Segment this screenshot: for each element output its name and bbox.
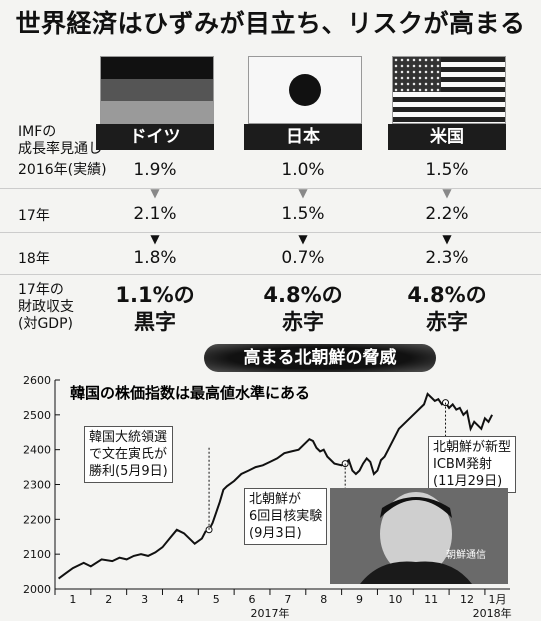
kospi-series-line xyxy=(58,392,493,580)
x-tick-label: 5 xyxy=(213,593,220,606)
row-label-imf: IMFの 成長率見通し xyxy=(18,124,102,157)
x-tick-label: 4 xyxy=(177,593,184,606)
x-tick-label: 10 xyxy=(388,593,402,606)
y-tick-label: 2100 xyxy=(23,548,51,561)
x-tick-label: 7 xyxy=(284,593,291,606)
japan-2017-value: 1.5% xyxy=(281,204,325,224)
year-label-2017: 2017年 xyxy=(250,606,289,620)
annotation-icbm-launch: 北朝鮮が新型 ICBM発射 (11月29日) xyxy=(428,436,517,493)
usa-2018-value: 2.3% xyxy=(425,248,469,268)
x-tick-label: 6 xyxy=(249,593,256,606)
germany-flag-icon xyxy=(100,56,214,124)
event-marker xyxy=(442,399,450,407)
leader-photo xyxy=(330,488,508,584)
annotation-korea-election: 韓国大統領選 で文在寅氏が 勝利(5月9日) xyxy=(84,426,173,483)
x-tick-label: 9 xyxy=(356,593,363,606)
japan-2018-value: 0.7% xyxy=(281,248,325,268)
usa-flag-icon xyxy=(392,56,506,124)
chart-title: 韓国の株価指数は最高値水準にある xyxy=(70,384,310,402)
arrow-down-icon: ▼ xyxy=(150,232,160,246)
y-tick-label: 2600 xyxy=(23,374,51,387)
japan-flag-icon xyxy=(248,56,362,124)
country-header-usa: 米国 xyxy=(388,124,506,150)
row-label-2016: 2016年(実績) xyxy=(18,162,107,178)
headline: 世界経済はひずみが目立ち、リスクが高まる xyxy=(15,9,526,38)
x-tick-label: 1月 xyxy=(488,593,506,606)
usa-fiscal-kind: 赤字 xyxy=(426,310,468,334)
arrow-down-icon: ▼ xyxy=(150,186,160,200)
y-tick-label: 2300 xyxy=(23,479,51,492)
kospi-line-chart: 韓国の株価指数は最高値水準にある 2000 2100 2200 2300 2400 250… xyxy=(23,374,512,620)
year-label-2018: 2018年 xyxy=(473,606,512,620)
germany-2016-value: 1.9% xyxy=(133,160,177,180)
japan-fiscal-value: 4.8%の xyxy=(263,283,343,307)
x-tick-label: 3 xyxy=(141,593,148,606)
y-tick-label: 2000 xyxy=(23,583,51,596)
annotation-nuclear-test: 北朝鮮が 6回目核実験 (9月3日) xyxy=(244,488,328,545)
germany-fiscal-kind: 黒字 xyxy=(134,310,176,334)
y-tick-label: 2200 xyxy=(23,513,51,526)
y-tick-label: 2500 xyxy=(23,409,51,422)
x-tick-label: 2 xyxy=(105,593,112,606)
country-header-japan: 日本 xyxy=(244,124,362,150)
germany-fiscal-value: 1.1%の xyxy=(115,283,195,307)
arrow-down-icon: ▼ xyxy=(298,232,308,246)
x-tick-label: 8 xyxy=(320,593,327,606)
photo-credit: 朝鮮通信 xyxy=(446,550,486,561)
usa-fiscal-value: 4.8%の xyxy=(407,283,487,307)
x-tick-label: 11 xyxy=(424,593,438,606)
row-label-2018: 18年 xyxy=(18,251,50,267)
usa-2017-value: 2.2% xyxy=(425,204,469,224)
country-header-germany: ドイツ xyxy=(96,124,214,150)
germany-2018-value: 1.8% xyxy=(133,248,177,268)
row-label-2017: 17年 xyxy=(18,208,50,224)
y-tick-label: 2400 xyxy=(23,444,51,457)
row-label-fiscal: 17年の 財政収支 (対GDP) xyxy=(18,282,74,332)
japan-fiscal-kind: 赤字 xyxy=(282,310,324,334)
threat-banner: 高まる北朝鮮の脅威 xyxy=(204,344,436,372)
arrow-down-icon: ▼ xyxy=(298,186,308,200)
x-tick-label: 12 xyxy=(460,593,474,606)
usa-2016-value: 1.5% xyxy=(425,160,469,180)
x-tick-label: 1 xyxy=(69,593,76,606)
germany-2017-value: 2.1% xyxy=(133,204,177,224)
japan-2016-value: 1.0% xyxy=(281,160,325,180)
arrow-down-icon: ▼ xyxy=(442,186,452,200)
arrow-down-icon: ▼ xyxy=(442,232,452,246)
